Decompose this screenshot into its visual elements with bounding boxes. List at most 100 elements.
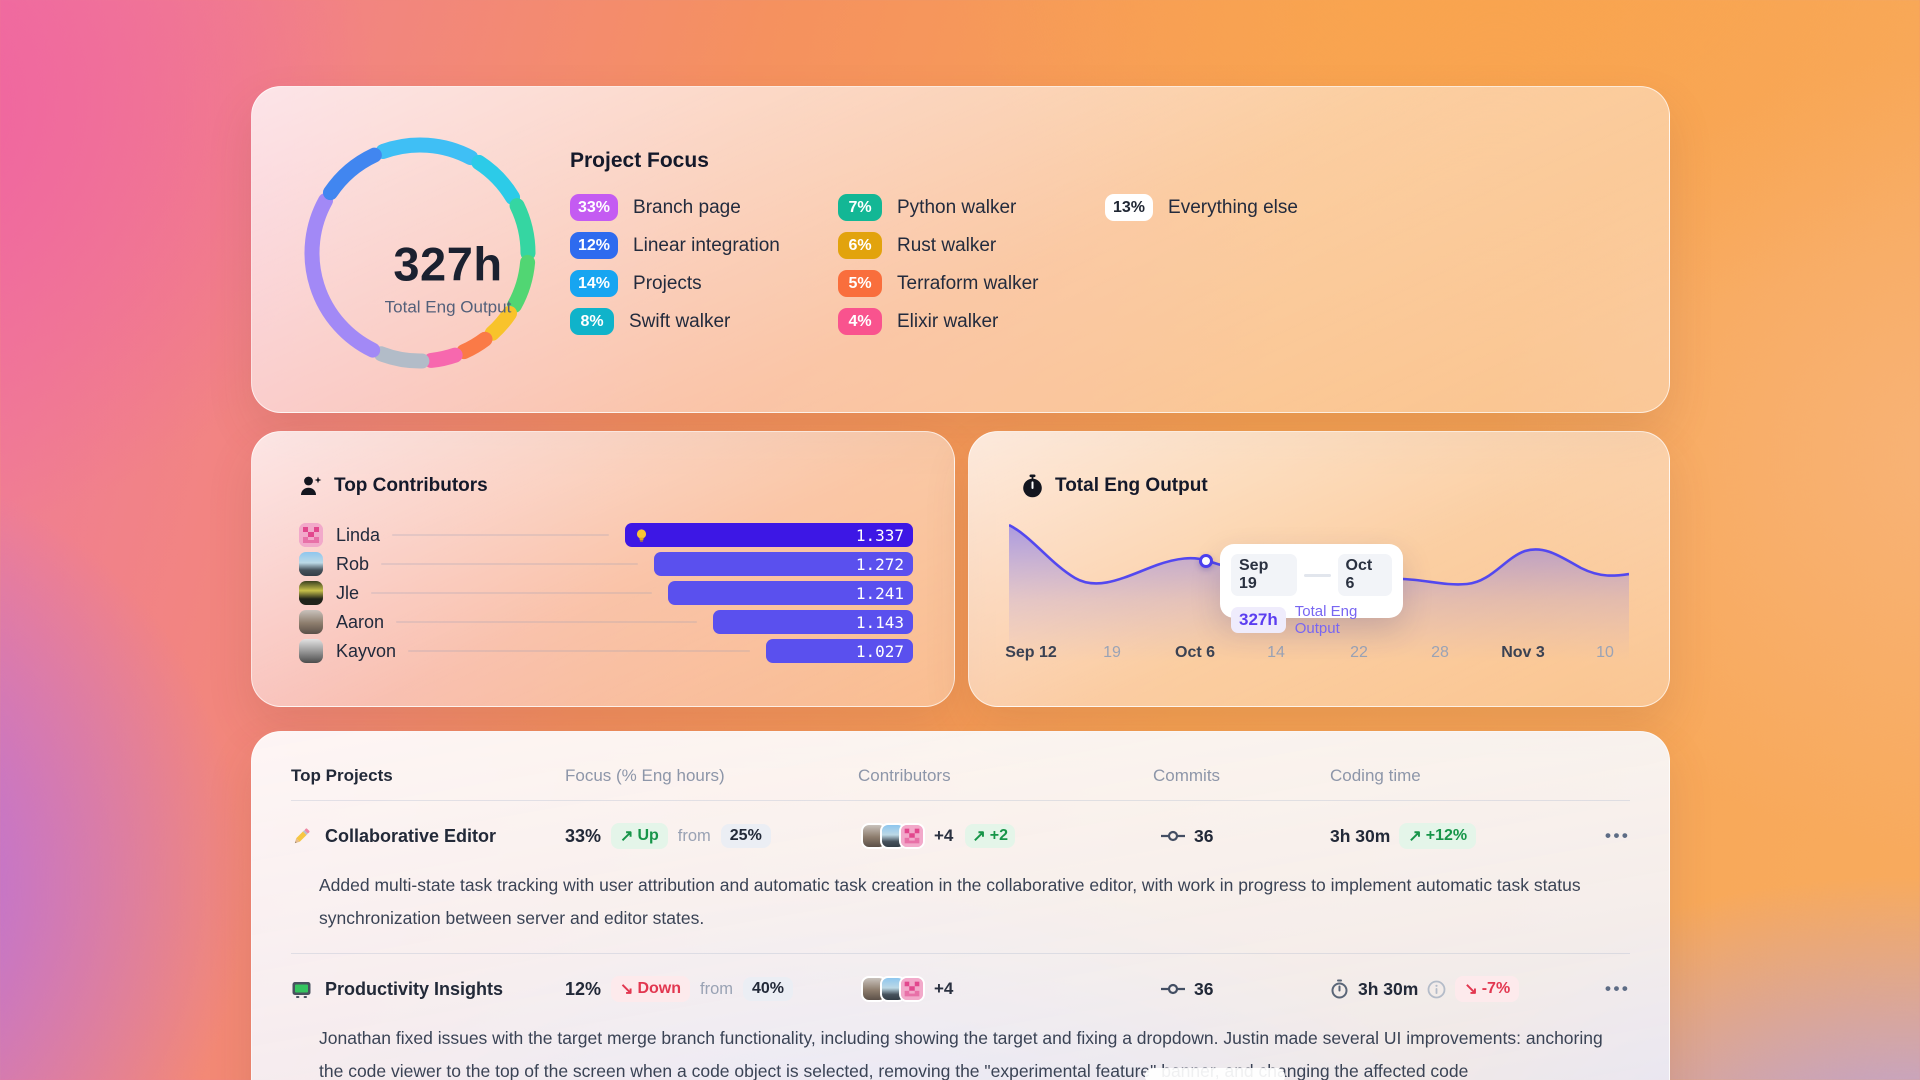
total-hours-value: 327h bbox=[393, 237, 503, 291]
leader-line bbox=[371, 592, 652, 594]
contributor-row: Kayvon 1.027 bbox=[299, 639, 913, 663]
tooltip-range-dash bbox=[1303, 573, 1331, 577]
legend-item-swift-walker: 8% Swift walker bbox=[570, 308, 780, 335]
coding-delta-badge: ↗ +12% bbox=[1399, 823, 1477, 849]
previous-pct-badge: 40% bbox=[742, 977, 794, 1001]
previous-pct-badge: 25% bbox=[720, 824, 771, 848]
arrow-up-right-icon: ↗ bbox=[1408, 828, 1422, 845]
legend-item-elixir-walker: 4% Elixir walker bbox=[838, 308, 1038, 335]
pct-badge: 8% bbox=[570, 308, 614, 335]
x-axis-tick: Nov 3 bbox=[1501, 644, 1545, 661]
contributors-cell: +4 ↗ +2 bbox=[858, 823, 1153, 849]
header-coding-time: Coding time bbox=[1330, 766, 1421, 785]
avatar bbox=[899, 976, 925, 1002]
from-label: from bbox=[699, 979, 733, 998]
x-axis-tick: 22 bbox=[1350, 644, 1368, 661]
tooltip-value-row: 327h Total Eng Output bbox=[1231, 603, 1392, 637]
total-eng-output-title: Total Eng Output bbox=[1055, 475, 1208, 496]
extra-contributors: +4 bbox=[934, 979, 954, 998]
contributor-row: Jle 1.241 bbox=[299, 581, 913, 605]
contributors-delta-badge: ↗ +2 bbox=[965, 824, 1016, 848]
coding-time-cell: 3h 30m ↗ +12% bbox=[1330, 823, 1605, 849]
pct-badge: 5% bbox=[838, 270, 882, 297]
legend-item-branch-page: 33% Branch page bbox=[570, 194, 780, 221]
commits-cell: 36 bbox=[1153, 979, 1330, 1000]
tooltip-start-date: Sep 19 bbox=[1231, 554, 1297, 596]
table-row: Collaborative Editor 33% ↗ Up from 25% +4… bbox=[291, 813, 1630, 859]
avatar-linda bbox=[299, 523, 323, 547]
legend-label: Terraform walker bbox=[897, 272, 1039, 294]
git-commit-icon bbox=[1161, 829, 1185, 843]
lightbulb-icon bbox=[634, 528, 649, 543]
arrow-up-right-icon: ↗ bbox=[620, 828, 634, 845]
project-name-cell: Productivity Insights bbox=[291, 979, 565, 1000]
coding-delta-badge: ↘ -7% bbox=[1455, 976, 1520, 1002]
avatar-aaron bbox=[299, 610, 323, 634]
info-icon bbox=[1427, 980, 1446, 999]
pct-badge: 7% bbox=[838, 194, 882, 221]
device-screen-icon bbox=[291, 979, 312, 1000]
top-contributors-title: Top Contributors bbox=[334, 475, 488, 496]
row-menu-button[interactable]: ••• bbox=[1605, 979, 1631, 998]
tooltip-end-date: Oct 6 bbox=[1337, 554, 1392, 596]
eng-output-donut-chart: 327h Total Eng Output bbox=[280, 113, 560, 393]
cutoff-bottom-element bbox=[1145, 1068, 1285, 1080]
avatar-stack bbox=[861, 823, 925, 849]
coding-time-cell: 3h 30m ↘ -7% bbox=[1330, 976, 1605, 1002]
pct-badge: 13% bbox=[1105, 194, 1154, 221]
project-focus-title: Project Focus bbox=[570, 149, 709, 172]
arrow-up-right-icon: ↗ bbox=[972, 828, 986, 845]
leader-line bbox=[396, 621, 697, 623]
top-contributors-header: Top Contributors bbox=[299, 474, 488, 498]
from-label: from bbox=[677, 826, 711, 845]
stopwatch-icon bbox=[1021, 474, 1044, 498]
header-commits: Commits bbox=[1153, 766, 1221, 785]
coding-time-value: 3h 30m bbox=[1358, 978, 1419, 999]
project-focus-card: 327h Total Eng Output Project Focus 33% … bbox=[251, 86, 1670, 413]
project-name: Productivity Insights bbox=[325, 978, 504, 999]
header-contributors: Contributors bbox=[858, 766, 951, 785]
header-focus: Focus (% Eng hours) bbox=[565, 766, 725, 785]
legend-label: Everything else bbox=[1168, 196, 1298, 218]
bar-value: 1.027 bbox=[855, 641, 904, 661]
coding-time-value: 3h 30m bbox=[1330, 825, 1391, 846]
project-description: Added multi-state task tracking with use… bbox=[319, 875, 1581, 928]
legend-item-projects: 14% Projects bbox=[570, 270, 780, 297]
row-menu-button[interactable]: ••• bbox=[1605, 826, 1631, 845]
legend-label: Rust walker bbox=[897, 234, 997, 256]
pencil-icon bbox=[291, 826, 312, 847]
focus-cell: 12% ↘ Down from 40% bbox=[565, 976, 858, 1002]
top-contributors-card: Top Contributors Linda 1.337 Rob 1.272 J… bbox=[251, 431, 955, 707]
extra-contributors: +4 bbox=[934, 826, 954, 845]
contributor-bar: 1.241 bbox=[668, 581, 913, 605]
trend-up-badge: ↗ Up bbox=[611, 823, 668, 849]
pct-badge: 14% bbox=[570, 270, 619, 297]
contributor-row: Aaron 1.143 bbox=[299, 610, 913, 634]
legend-label: Swift walker bbox=[629, 310, 731, 332]
commits-value: 36 bbox=[1194, 978, 1214, 999]
contributor-bar: 1.027 bbox=[766, 639, 913, 663]
leader-line bbox=[381, 563, 638, 565]
person-sparkle-icon bbox=[299, 474, 323, 498]
contributor-name: Jle bbox=[336, 582, 360, 603]
header-top-projects: Top Projects bbox=[291, 766, 393, 785]
project-description: Jonathan fixed issues with the target me… bbox=[319, 1028, 1603, 1080]
focus-pct: 12% bbox=[565, 978, 602, 999]
donut-center: 327h Total Eng Output bbox=[348, 237, 548, 318]
total-hours-label: Total Eng Output bbox=[384, 297, 512, 317]
legend-item-rust-walker: 6% Rust walker bbox=[838, 232, 1038, 259]
focus-pct: 33% bbox=[565, 825, 602, 846]
arrow-down-right-icon: ↘ bbox=[1464, 981, 1478, 998]
top-projects-table: Top Projects Focus (% Eng hours) Contrib… bbox=[252, 732, 1669, 1080]
chart-tooltip: Sep 19 Oct 6 327h Total Eng Output bbox=[1220, 544, 1403, 637]
arrow-down-right-icon: ↘ bbox=[620, 981, 634, 998]
tooltip-value-label: Total Eng Output bbox=[1294, 603, 1358, 637]
trend-down-badge: ↘ Down bbox=[611, 976, 690, 1002]
avatar-rob bbox=[299, 552, 323, 576]
table-header-row: Top Projects Focus (% Eng hours) Contrib… bbox=[291, 766, 1630, 786]
contributor-bar: 1.272 bbox=[654, 552, 913, 576]
contributor-bar: 1.143 bbox=[713, 610, 913, 634]
bar-value: 1.337 bbox=[855, 525, 904, 545]
table-row: Productivity Insights 12% ↘ Down from 40%… bbox=[291, 966, 1630, 1012]
legend-column-3: 13% Everything else bbox=[1105, 194, 1298, 221]
